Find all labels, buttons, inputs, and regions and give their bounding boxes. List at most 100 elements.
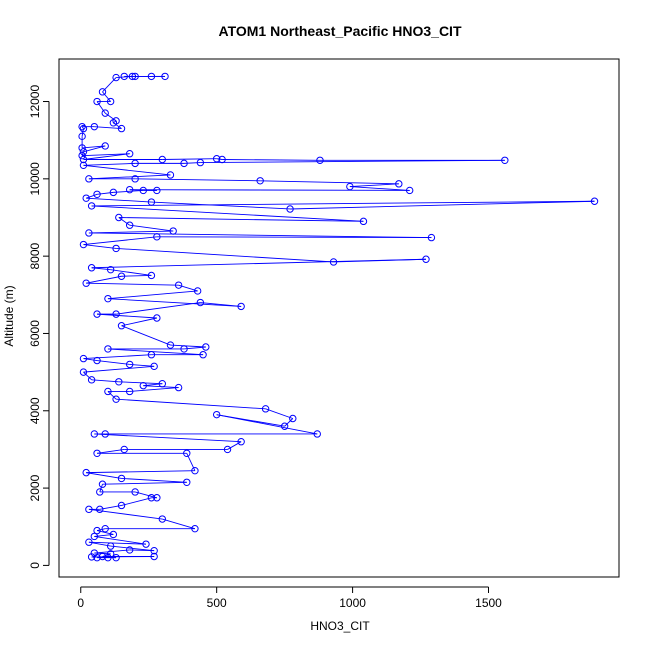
data-point [112,310,120,318]
series-line-segment [83,354,152,360]
series-line-segment [83,164,171,176]
series-line-segment [88,230,174,234]
data-point [153,186,161,195]
data-point [93,190,101,198]
y-tick-label: 2000 [28,474,42,501]
series-line-segment [107,348,204,356]
series-line-segment [135,178,261,182]
data-point [180,159,188,168]
data-point [313,430,321,438]
series-line-segment [162,158,217,160]
series-points [78,72,599,562]
data-point [218,155,226,164]
data-point [112,395,120,403]
series-line-segment [88,174,171,180]
series-line-segment [151,201,291,210]
y-tick-label: 8000 [28,242,42,269]
series-line-segment [86,197,152,203]
data-point [422,255,430,263]
data-point [112,73,120,82]
data-point [87,376,96,384]
series-line-segment [102,481,187,485]
data-point [85,538,93,546]
y-tick-label: 10000 [28,162,42,196]
data-point [109,119,118,127]
data-point [101,109,109,117]
data-point [109,530,118,539]
data-point [153,494,161,502]
series-line-segment [82,153,130,157]
series-line-segment [129,224,174,232]
series-line-segment [129,549,155,552]
data-point [104,345,112,353]
data-point [96,488,104,496]
data-point [501,156,509,164]
series-line-segment [118,217,364,222]
y-tick-label: 6000 [28,320,42,347]
data-point [286,205,294,213]
data-point [82,468,90,477]
data-point [93,449,101,457]
data-point [131,488,139,496]
data-point [199,351,207,359]
data-point [93,526,101,535]
data-point [106,542,115,550]
data-point [125,221,134,229]
data-point [112,553,120,562]
series-line-segment [121,497,152,506]
data-point [98,552,107,561]
series-line-segment [94,126,122,130]
series-line-segment [113,189,144,193]
series-line-segment [94,433,242,443]
x-tick-label: 500 [207,596,227,610]
data-point [120,72,128,81]
series-line-segment [83,145,106,153]
series-line-segment [83,153,130,160]
data-point [90,532,99,541]
data-point [150,362,158,371]
y-tick-label: 0 [28,562,42,569]
series-line-segment [116,75,133,79]
series-line-segment [135,491,157,499]
y-axis: 0 2000 4000 6000 8000 10000 12000 [28,85,50,569]
series-line-segment [86,193,98,199]
data-point [85,505,93,514]
data-point [79,155,88,164]
data-point [237,438,245,446]
series-line-segment [349,186,410,191]
data-point [79,161,88,170]
data-point [346,182,354,191]
data-point [150,547,158,555]
data-point [117,322,126,330]
data-point [87,553,96,561]
data-point [183,449,191,457]
data-point [147,72,156,81]
series-line-segment [170,344,206,348]
series-line-segment [96,101,106,114]
data-point [117,272,126,280]
series-line-segment [129,363,155,367]
plot-area [58,58,620,578]
data-point [158,155,167,164]
series-line-segment [129,387,179,392]
series-line-segment [110,269,152,276]
data-point [174,383,183,392]
data-point [212,410,221,419]
data-point [191,524,199,533]
data-point [280,422,289,430]
x-tick-label: 1500 [475,596,502,610]
data-point [212,155,221,163]
series-line-segment [107,391,117,400]
series-line-segment [121,325,171,346]
data-point [289,414,297,423]
data-point [427,233,436,242]
series-line-segment [116,247,334,263]
series-line-segment [113,120,117,124]
data-point [79,368,88,376]
data-point [316,156,324,164]
series-line-segment [162,518,196,530]
data-point [117,474,126,483]
data-point [395,180,403,188]
x-axis-label: HNO3_CIT [310,619,370,633]
series-line-segment [94,535,147,545]
